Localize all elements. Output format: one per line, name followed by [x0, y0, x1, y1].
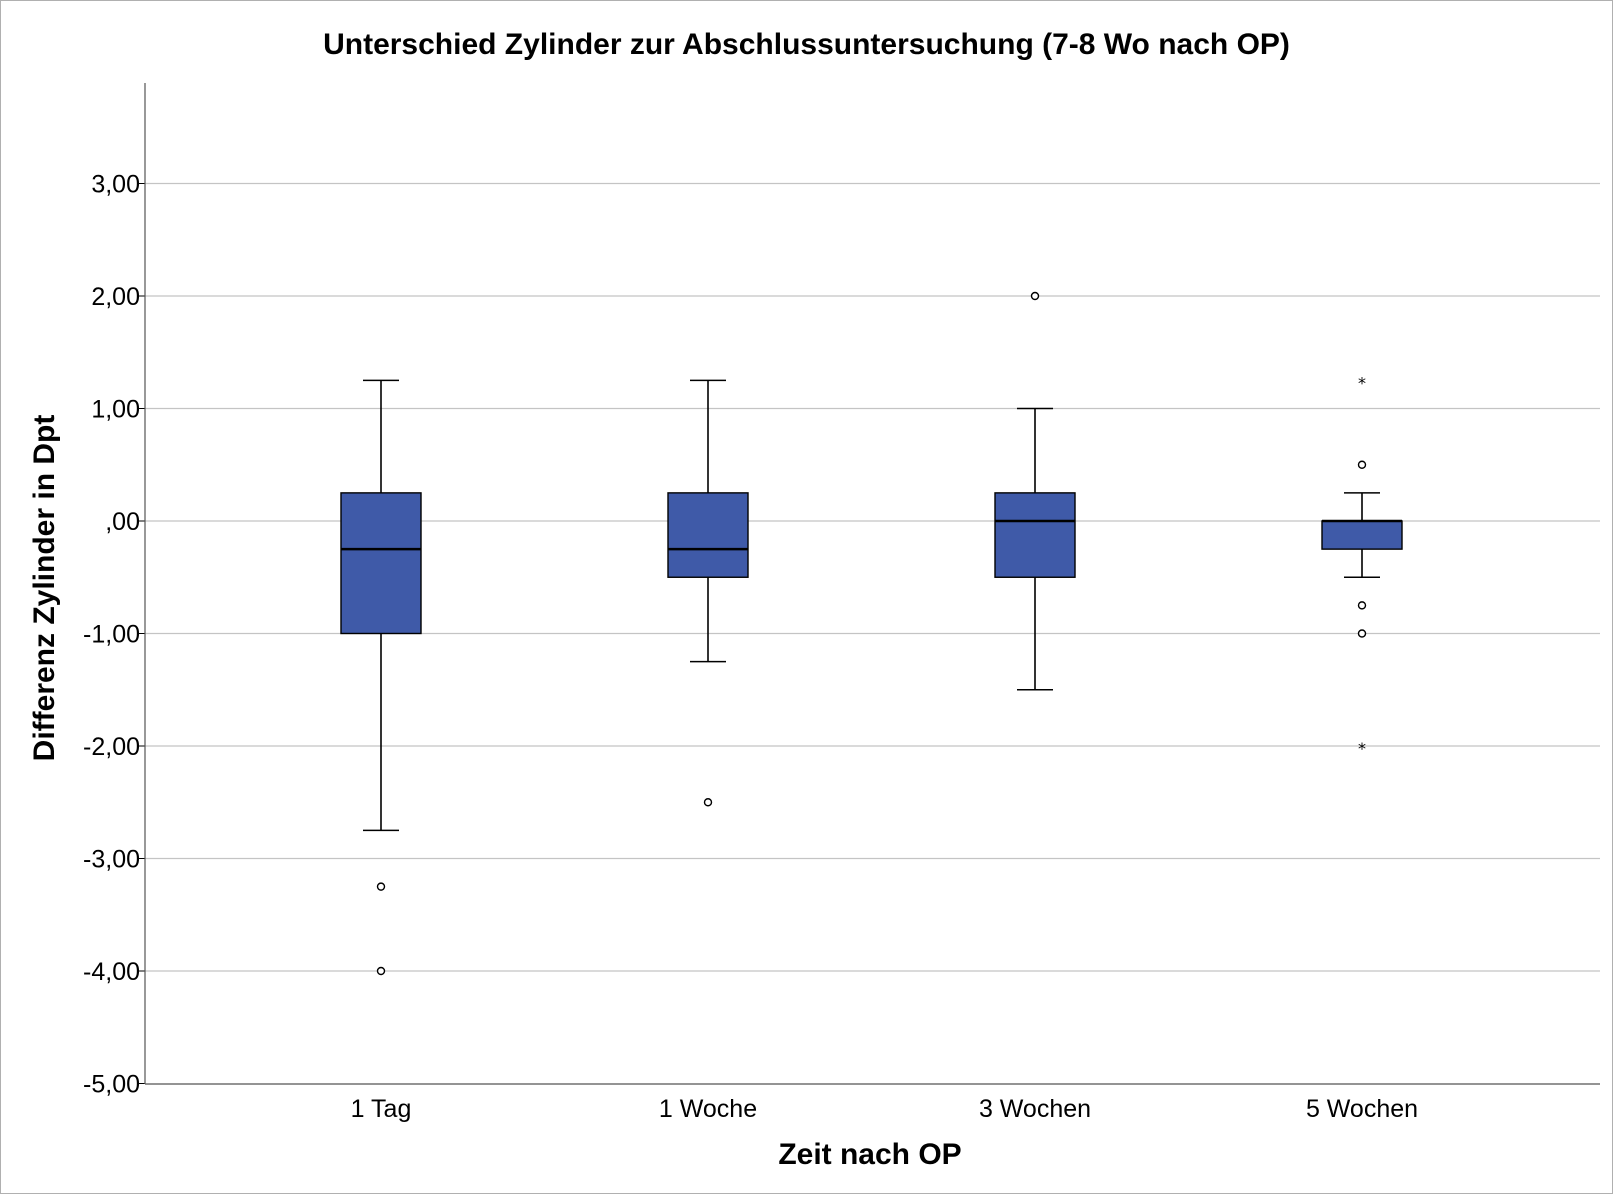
- y-tick-label: 1,00: [91, 396, 140, 424]
- y-tick-label: -2,00: [83, 733, 140, 761]
- iqr-box: [994, 492, 1076, 578]
- outlier-point: [1357, 601, 1367, 610]
- box-2: [667, 379, 749, 807]
- chart-title: Unterschied Zylinder zur Abschlussunters…: [323, 28, 1290, 61]
- y-tick-label: -5,00: [83, 1071, 140, 1099]
- x-tick-label: 1 Woche: [659, 1095, 757, 1123]
- iqr-box: [1321, 520, 1403, 550]
- outlier-point: [703, 798, 713, 807]
- outlier-point: [1357, 629, 1367, 638]
- x-tick-label: 3 Wochen: [979, 1095, 1091, 1123]
- outlier-point: [376, 966, 386, 976]
- y-tick-label: -3,00: [83, 846, 140, 874]
- y-tick-label: 2,00: [91, 283, 140, 311]
- box-4: **: [1321, 373, 1403, 758]
- extreme-point: *: [1358, 373, 1366, 392]
- x-tick-label: 5 Wochen: [1306, 1095, 1418, 1123]
- iqr-box: [340, 492, 422, 635]
- x-axis-label: Zeit nach OP: [778, 1138, 962, 1171]
- box-1: [340, 379, 422, 976]
- x-tick-label: 1 Tag: [351, 1095, 412, 1123]
- y-tick-label: -1,00: [83, 621, 140, 649]
- outlier-point: [376, 882, 386, 891]
- outlier-point: [1357, 460, 1367, 469]
- y-tick-label: -4,00: [83, 958, 140, 986]
- extreme-point: *: [1358, 739, 1366, 758]
- axes: 3,00 2,00 1,00 ,00 -1,00 -2,00 -3,00 -4,00 -5,00…: [83, 83, 1600, 1123]
- boxes: **: [340, 291, 1403, 976]
- y-tick-label: ,00: [105, 508, 140, 536]
- outlier-point: [1030, 291, 1040, 301]
- box-3: [994, 291, 1076, 691]
- iqr-box: [667, 492, 749, 578]
- y-tick-label: 3,00: [91, 171, 140, 199]
